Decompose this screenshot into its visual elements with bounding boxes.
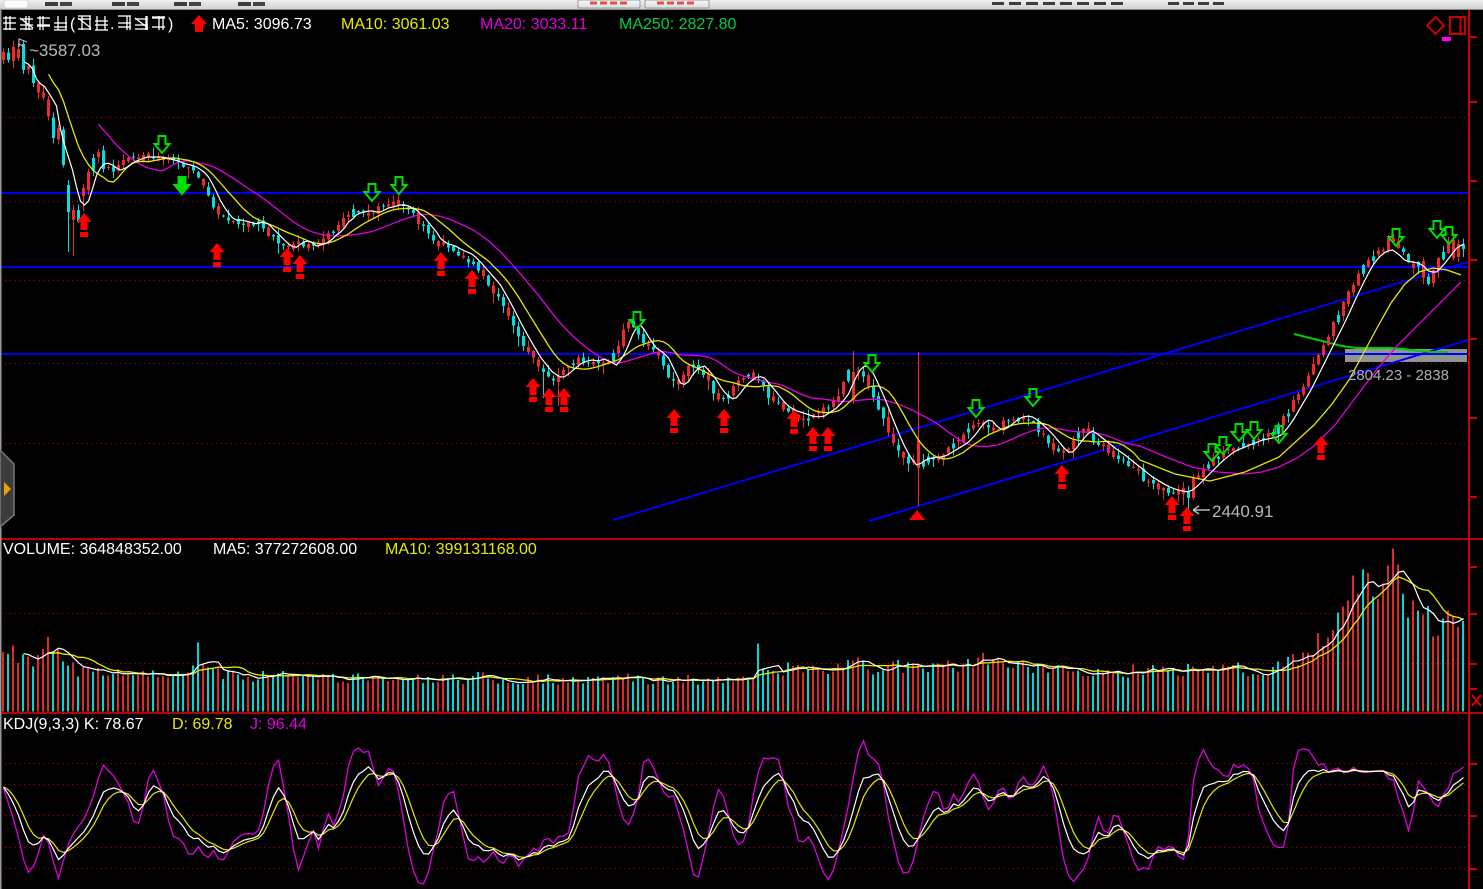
- svg-text:D: 69.78: D: 69.78: [172, 716, 233, 733]
- svg-text:): ): [168, 16, 173, 33]
- svg-text:MA10: 399131168.00: MA10: 399131168.00: [385, 541, 537, 558]
- svg-text:MA5: 377272608.00: MA5: 377272608.00: [213, 541, 357, 558]
- svg-text:(: (: [70, 16, 76, 33]
- svg-text:.: .: [110, 16, 114, 33]
- svg-text:MA250: 2827.80: MA250: 2827.80: [619, 16, 737, 33]
- svg-text:VOLUME: 364848352.00: VOLUME: 364848352.00: [3, 541, 182, 558]
- svg-text:MA10: 3061.03: MA10: 3061.03: [341, 16, 450, 33]
- svg-text:~3587.03: ~3587.03: [29, 41, 100, 60]
- svg-text:MA5: 3096.73: MA5: 3096.73: [212, 16, 312, 33]
- svg-text:2440.91: 2440.91: [1212, 502, 1273, 521]
- svg-text:KDJ(9,3,3) K: 78.67: KDJ(9,3,3) K: 78.67: [3, 716, 144, 733]
- svg-text:MA20: 3033.11: MA20: 3033.11: [480, 16, 587, 33]
- svg-text:2804.23 - 2838: 2804.23 - 2838: [1348, 367, 1449, 384]
- svg-text:J: 96.44: J: 96.44: [250, 716, 307, 733]
